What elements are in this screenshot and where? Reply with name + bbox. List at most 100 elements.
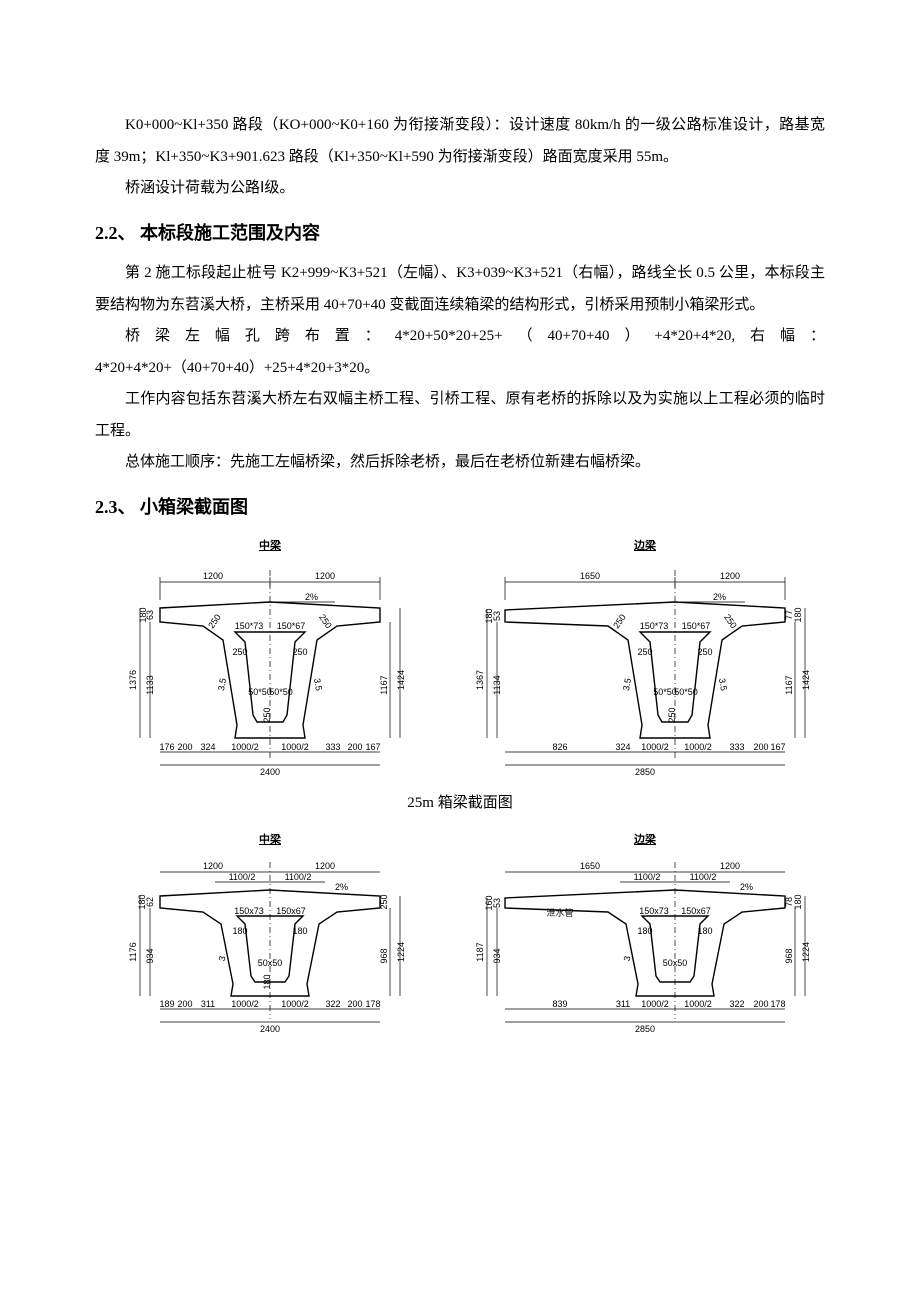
svg-text:1176: 1176 xyxy=(128,943,138,962)
svg-text:839: 839 xyxy=(552,999,567,1009)
svg-text:50*50: 50*50 xyxy=(653,687,677,697)
svg-text:150x73: 150x73 xyxy=(234,906,264,916)
svg-text:1200: 1200 xyxy=(720,861,740,871)
svg-text:968: 968 xyxy=(784,949,794,964)
svg-text:250: 250 xyxy=(317,612,334,630)
paragraph-3: 桥梁左幅孔跨布置：4*20+50*20+25+（40+70+40）+4*20+4… xyxy=(95,321,825,384)
svg-text:1200: 1200 xyxy=(203,571,223,581)
mid-beam-label-2: 中梁 xyxy=(259,829,281,852)
svg-text:1200: 1200 xyxy=(203,861,223,871)
figure-20m-mid: 中梁 1200 1200 1100/2 1100/2 2% 1176 934 6… xyxy=(95,829,445,1034)
svg-text:150x73: 150x73 xyxy=(639,906,669,916)
svg-text:150*67: 150*67 xyxy=(277,621,306,631)
svg-text:3: 3 xyxy=(217,955,228,962)
svg-text:1224: 1224 xyxy=(801,942,811,962)
svg-text:1224: 1224 xyxy=(396,942,406,962)
svg-text:1367: 1367 xyxy=(475,670,485,690)
svg-text:3.5: 3.5 xyxy=(312,677,324,691)
svg-text:250: 250 xyxy=(611,612,628,630)
svg-text:180: 180 xyxy=(697,926,712,936)
svg-text:1100/2: 1100/2 xyxy=(285,872,312,882)
svg-text:1376: 1376 xyxy=(128,670,138,690)
svg-text:1200: 1200 xyxy=(720,571,740,581)
svg-text:1000/2: 1000/2 xyxy=(684,999,712,1009)
svg-text:200: 200 xyxy=(347,999,362,1009)
svg-text:50x50: 50x50 xyxy=(663,958,688,968)
svg-text:180: 180 xyxy=(138,607,148,622)
svg-text:2%: 2% xyxy=(740,882,753,892)
svg-text:160: 160 xyxy=(484,896,494,911)
figure-20m-side: 边梁 1650 1200 1100/2 1100/2 2% 1187 934 5… xyxy=(465,829,825,1034)
svg-text:1000/2: 1000/2 xyxy=(231,742,259,752)
svg-text:1424: 1424 xyxy=(801,670,811,690)
svg-text:180: 180 xyxy=(793,895,803,910)
svg-text:200: 200 xyxy=(753,742,768,752)
svg-text:1100/2: 1100/2 xyxy=(690,872,717,882)
svg-text:1000/2: 1000/2 xyxy=(281,742,309,752)
svg-text:250: 250 xyxy=(292,647,307,657)
svg-text:180: 180 xyxy=(262,975,272,990)
svg-text:1187: 1187 xyxy=(475,943,485,962)
svg-text:1133: 1133 xyxy=(145,675,155,694)
svg-text:1650: 1650 xyxy=(580,861,600,871)
svg-text:1000/2: 1000/2 xyxy=(641,742,669,752)
svg-text:180: 180 xyxy=(637,926,652,936)
cross-section-c-svg: 1200 1200 1100/2 1100/2 2% 1176 934 62 1… xyxy=(105,854,435,1034)
svg-text:324: 324 xyxy=(615,742,630,752)
svg-text:1650: 1650 xyxy=(580,571,600,581)
svg-text:泄水管: 泄水管 xyxy=(546,907,573,918)
svg-text:250: 250 xyxy=(722,612,739,630)
svg-text:1134: 1134 xyxy=(492,675,502,694)
svg-text:200: 200 xyxy=(177,999,192,1009)
svg-text:150*73: 150*73 xyxy=(235,621,264,631)
svg-text:180: 180 xyxy=(292,926,307,936)
svg-text:3.5: 3.5 xyxy=(717,677,729,691)
svg-text:50x50: 50x50 xyxy=(258,958,283,968)
mid-beam-label: 中梁 xyxy=(259,535,281,558)
svg-text:180: 180 xyxy=(793,607,803,622)
svg-text:176: 176 xyxy=(159,742,174,752)
caption-25m: 25m 箱梁截面图 xyxy=(95,788,825,820)
svg-text:333: 333 xyxy=(729,742,744,752)
svg-text:180: 180 xyxy=(484,608,494,623)
svg-text:150*73: 150*73 xyxy=(640,621,669,631)
svg-text:250: 250 xyxy=(697,647,712,657)
svg-text:50*50: 50*50 xyxy=(674,687,698,697)
svg-text:968: 968 xyxy=(379,949,389,964)
side-beam-label: 边梁 xyxy=(634,535,656,558)
svg-text:200: 200 xyxy=(347,742,362,752)
cross-section-b-svg: 1650 1200 2% 1367 1134 53 180 1424 1167 … xyxy=(465,560,825,780)
svg-text:250: 250 xyxy=(232,647,247,657)
svg-text:250: 250 xyxy=(206,612,223,630)
svg-text:167: 167 xyxy=(365,742,380,752)
svg-text:150*67: 150*67 xyxy=(682,621,711,631)
svg-text:1000/2: 1000/2 xyxy=(231,999,259,1009)
svg-text:150x67: 150x67 xyxy=(276,906,306,916)
svg-text:324: 324 xyxy=(200,742,215,752)
svg-text:826: 826 xyxy=(552,742,567,752)
cross-section-d-svg: 1650 1200 1100/2 1100/2 2% 1187 934 53 1… xyxy=(465,854,825,1034)
svg-text:189: 189 xyxy=(159,999,174,1009)
svg-text:1100/2: 1100/2 xyxy=(634,872,661,882)
svg-text:1200: 1200 xyxy=(315,571,335,581)
svg-text:2%: 2% xyxy=(305,592,318,602)
svg-text:934: 934 xyxy=(492,949,502,964)
svg-text:1200: 1200 xyxy=(315,861,335,871)
svg-text:50*50: 50*50 xyxy=(248,687,272,697)
section-2-2-heading: 2.2、 本标段施工范围及内容 xyxy=(95,215,825,253)
paragraph-1b: 桥涵设计荷载为公路Ⅰ级。 xyxy=(95,173,825,205)
svg-text:178: 178 xyxy=(770,999,785,1009)
figure-25m-mid: 中梁 1200 1200 2% 1376 1133 63 180 xyxy=(95,535,445,780)
svg-text:311: 311 xyxy=(201,999,215,1009)
svg-text:322: 322 xyxy=(325,999,340,1009)
svg-text:150x67: 150x67 xyxy=(681,906,711,916)
svg-text:2850: 2850 xyxy=(635,1024,655,1034)
figure-row-20m: 中梁 1200 1200 1100/2 1100/2 2% 1176 934 6… xyxy=(95,829,825,1034)
paragraph-1: K0+000~Kl+350 路段（KO+000~K0+160 为衔接渐变段）：设… xyxy=(95,110,825,173)
svg-text:2%: 2% xyxy=(713,592,726,602)
svg-text:934: 934 xyxy=(145,949,155,964)
svg-text:167: 167 xyxy=(770,742,785,752)
svg-text:1000/2: 1000/2 xyxy=(641,999,669,1009)
figure-row-25m: 中梁 1200 1200 2% 1376 1133 63 180 xyxy=(95,535,825,780)
svg-text:2400: 2400 xyxy=(260,1024,280,1034)
